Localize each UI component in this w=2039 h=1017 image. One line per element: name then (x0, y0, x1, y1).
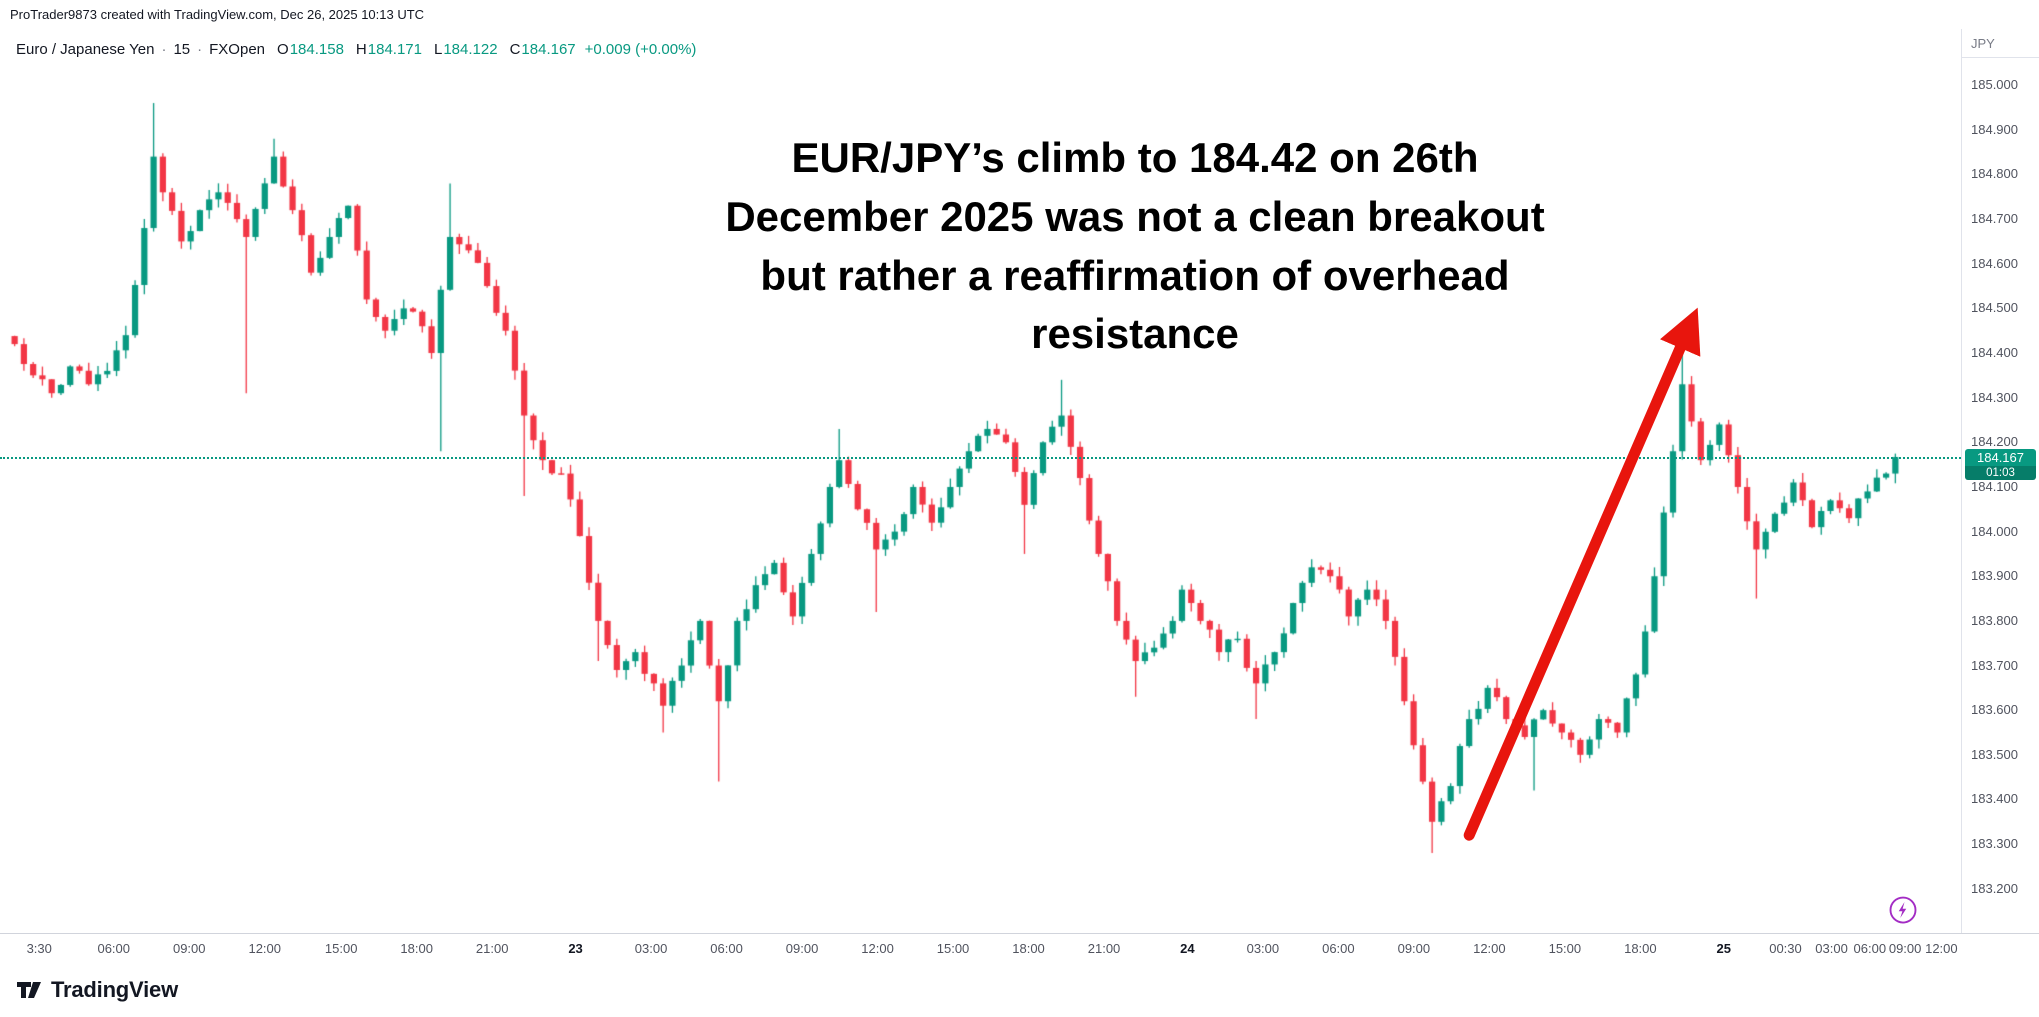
close-label: C (509, 41, 521, 58)
separator-dot: · (197, 41, 203, 58)
last-price-badge: 184.167 01:03 (1965, 449, 2036, 481)
time-axis-label: 18:00 (1012, 941, 1045, 956)
separator-dot: · (161, 41, 167, 58)
time-axis-label: 15:00 (936, 941, 970, 956)
price-scale[interactable]: JPY 185.000 184.900 184.800 184.700 184.600 1… (1961, 29, 2039, 933)
time-axis-label: 12:00 (248, 941, 282, 956)
interval-label[interactable]: 15 (173, 41, 191, 58)
price-scale-label: 185.000 (1971, 77, 2018, 93)
time-axis-label: 03:00 (1246, 941, 1280, 956)
time-axis[interactable]: 3:30 06:00 09:00 12:00 15:00 18:00 21:00 23 03:0… (0, 933, 2039, 963)
price-scale-label: 184.500 (1971, 300, 2018, 316)
price-scale-label: 183.700 (1971, 657, 2018, 673)
price-scale-label: 184.800 (1971, 166, 2018, 182)
time-axis-label: 12:00 (861, 941, 894, 956)
high-value: 184.171 (367, 41, 422, 58)
open-value: 184.158 (289, 41, 344, 58)
time-axis-label: 00:30 (1769, 941, 1802, 956)
time-axis-label: 09:00 (785, 941, 819, 956)
price-scale-label: 183.600 (1971, 702, 2018, 718)
price-scale-label: 184.600 (1971, 255, 2018, 271)
attribution-text: ProTrader9873 created with TradingView.c… (10, 7, 425, 22)
currency-text: JPY (1971, 35, 1995, 51)
time-axis-label: 06:00 (1853, 941, 1887, 956)
time-axis-label: 15:00 (324, 941, 358, 956)
annotation-line: resistance (1031, 310, 1239, 358)
annotation-line: but rather a reaffirmation of overhead (760, 251, 1510, 299)
symbol-header[interactable]: Euro / Japanese Yen · 15 · FXOpen O 184.… (16, 41, 696, 58)
attribution-bar: ProTrader9873 created with TradingView.c… (0, 0, 2039, 29)
price-scale-label: 183.300 (1971, 836, 2018, 852)
time-axis-label: 06:00 (710, 941, 743, 956)
time-axis-day-label: 25 (1716, 941, 1731, 956)
change-value: +0.009 (+0.00%) (584, 41, 697, 58)
price-scale-label: 184.900 (1971, 121, 2018, 137)
close-value: 184.167 (521, 41, 576, 58)
time-axis-label: 06:00 (1322, 941, 1355, 956)
annotation-text: EUR/JPY’s climb to 184.42 on 26th Decemb… (700, 129, 1570, 364)
time-axis-label: 09:00 (1397, 941, 1431, 956)
currency-label: JPY (1962, 29, 2039, 58)
time-axis-label: 21:00 (1087, 941, 1121, 956)
time-axis-label: 18:00 (400, 941, 433, 956)
symbol-title[interactable]: Euro / Japanese Yen (16, 41, 155, 58)
price-scale-label: 184.200 (1971, 434, 2018, 450)
open-label: O (277, 41, 289, 58)
high-label: H (355, 41, 367, 58)
tradingview-brand: TradingView (51, 976, 178, 1002)
price-scale-label: 184.700 (1971, 211, 2018, 227)
price-scale-label: 184.400 (1971, 345, 2018, 361)
time-axis-label: 09:00 (1888, 941, 1922, 956)
price-scale-label: 183.200 (1971, 880, 2018, 896)
annotation-line: EUR/JPY’s climb to 184.42 on 26th (791, 134, 1479, 181)
time-axis-label: 09:00 (172, 941, 206, 956)
price-scale-label: 183.800 (1971, 612, 2018, 628)
bar-countdown: 01:03 (1965, 466, 2036, 481)
exchange-label[interactable]: FXOpen (209, 41, 266, 58)
price-scale-label: 184.300 (1971, 389, 2018, 405)
price-scale-label: 184.100 (1971, 478, 2018, 494)
time-axis-label: 21:00 (475, 941, 509, 956)
time-axis-label: 06:00 (97, 941, 131, 956)
price-scale-label: 183.400 (1971, 791, 2018, 807)
price-scale-label: 183.900 (1971, 568, 2018, 584)
time-axis-label: 03:00 (1815, 941, 1848, 956)
footer: TradingView (0, 962, 2039, 1017)
lightning-icon[interactable] (1888, 895, 1918, 925)
price-scale-label: 184.000 (1971, 523, 2018, 539)
time-axis-label: 15:00 (1548, 941, 1582, 956)
annotation-line: December 2025 was not a clean breakout (725, 192, 1545, 240)
current-price-line (0, 457, 1961, 460)
chart-region[interactable]: Euro / Japanese Yen · 15 · FXOpen O 184.… (0, 29, 2039, 933)
time-axis-label: 03:00 (634, 941, 668, 956)
time-axis-day-label: 24 (1180, 941, 1195, 956)
time-axis-label: 12:00 (1473, 941, 1506, 956)
low-label: L (434, 41, 443, 58)
time-axis-label: 12:00 (1925, 941, 1958, 956)
price-scale-label: 183.500 (1971, 746, 2018, 762)
time-axis-label: 18:00 (1624, 941, 1657, 956)
last-price-value: 184.167 (1977, 450, 2024, 466)
tradingview-logo-icon (17, 981, 41, 998)
low-value: 184.122 (443, 41, 498, 58)
time-axis-day-label: 23 (568, 941, 583, 956)
tradingview-logo[interactable]: TradingView (14, 975, 178, 1005)
time-axis-label: 3:30 (26, 941, 52, 956)
